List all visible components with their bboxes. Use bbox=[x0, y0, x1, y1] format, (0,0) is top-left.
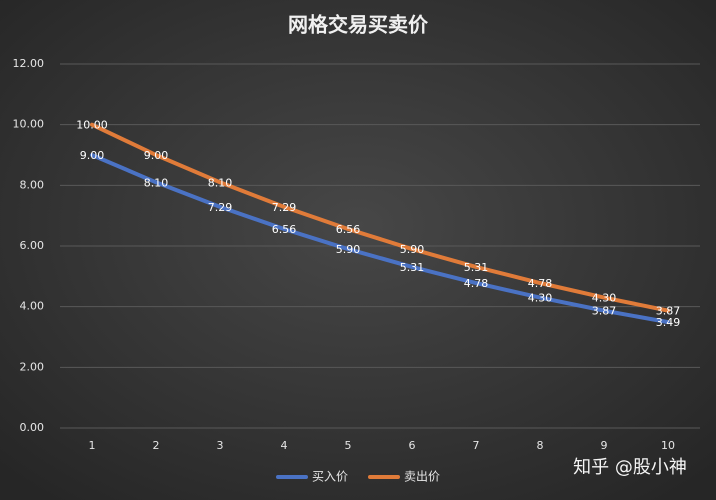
x-tick-label: 1 bbox=[89, 439, 96, 452]
data-label: 7.29 bbox=[272, 201, 297, 214]
data-label: 9.00 bbox=[80, 149, 105, 162]
data-label: 4.78 bbox=[528, 277, 553, 290]
data-label: 4.30 bbox=[592, 292, 617, 305]
data-label: 6.56 bbox=[272, 223, 297, 236]
data-label: 5.90 bbox=[336, 243, 361, 256]
data-label: 3.49 bbox=[656, 316, 681, 329]
series-line bbox=[90, 153, 670, 325]
x-tick-label: 6 bbox=[409, 439, 416, 452]
legend-label: 买入价 bbox=[312, 470, 348, 484]
legend-label: 卖出价 bbox=[404, 470, 440, 484]
y-tick-label: 10.00 bbox=[13, 118, 45, 131]
x-tick-label: 7 bbox=[473, 439, 480, 452]
data-label: 10.00 bbox=[76, 119, 108, 132]
chart-title: 网格交易买卖价 bbox=[288, 13, 429, 37]
y-tick-label: 2.00 bbox=[20, 360, 45, 373]
x-tick-label: 3 bbox=[217, 439, 224, 452]
data-label: 6.56 bbox=[336, 223, 361, 236]
data-label: 3.87 bbox=[592, 305, 617, 318]
x-tick-label: 5 bbox=[345, 439, 352, 452]
watermark: 知乎 @股小神 bbox=[573, 457, 687, 478]
x-tick-label: 4 bbox=[281, 439, 288, 452]
data-label: 5.90 bbox=[400, 243, 425, 256]
x-tick-label: 9 bbox=[601, 439, 608, 452]
y-tick-label: 12.00 bbox=[13, 57, 45, 70]
y-tick-label: 0.00 bbox=[20, 421, 45, 434]
data-label: 4.30 bbox=[528, 292, 553, 305]
x-tick-label: 10 bbox=[661, 439, 675, 452]
y-tick-label: 6.00 bbox=[20, 239, 45, 252]
data-label: 3.87 bbox=[656, 305, 681, 318]
x-tick-label: 8 bbox=[537, 439, 544, 452]
data-label: 4.78 bbox=[464, 277, 489, 290]
series-line bbox=[90, 122, 670, 313]
data-label: 9.00 bbox=[144, 149, 169, 162]
data-label: 8.10 bbox=[208, 176, 233, 189]
y-tick-label: 4.00 bbox=[20, 300, 45, 313]
data-label: 8.10 bbox=[144, 176, 169, 189]
data-label: 5.31 bbox=[464, 261, 489, 274]
data-label: 7.29 bbox=[208, 201, 233, 214]
y-tick-label: 8.00 bbox=[20, 178, 45, 191]
data-label: 5.31 bbox=[400, 261, 425, 274]
x-tick-label: 2 bbox=[153, 439, 160, 452]
